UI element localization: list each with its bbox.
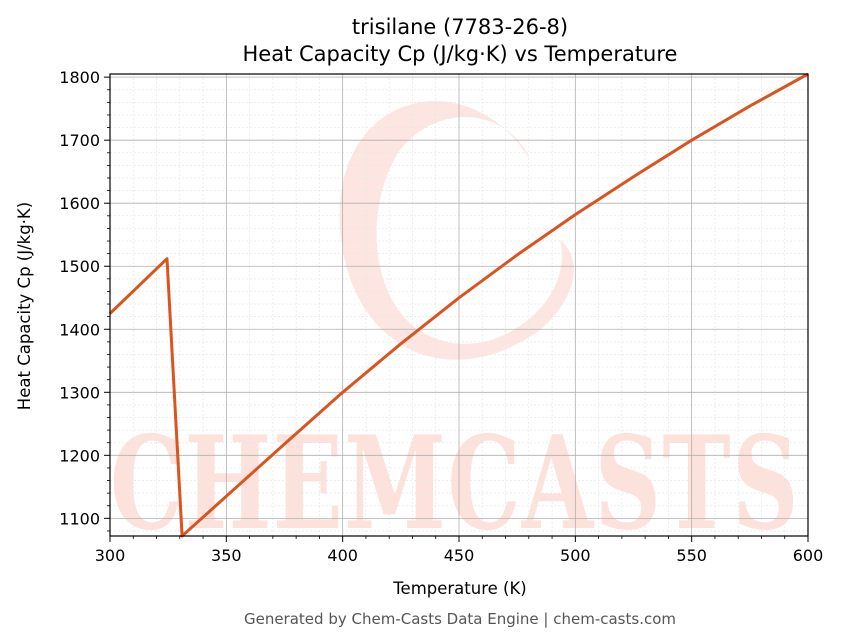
y-tick-label: 1600 [59, 194, 100, 213]
x-tick-label: 600 [793, 546, 824, 565]
y-axis-label: Heat Capacity Cp (J/kg·K) [15, 202, 34, 410]
x-axis-ticks: 300 350 400 450 500 550 600 [95, 536, 824, 565]
x-tick-label: 350 [211, 546, 242, 565]
footer-credit: Generated by Chem-Casts Data Engine | ch… [244, 610, 676, 628]
y-tick-label: 1800 [59, 68, 100, 87]
x-tick-label: 450 [444, 546, 475, 565]
x-tick-label: 500 [560, 546, 591, 565]
y-tick-label: 1400 [59, 320, 100, 339]
x-axis-label: Temperature (K) [392, 579, 526, 598]
watermark-text: CHEMCASTS [110, 409, 800, 559]
y-tick-label: 1200 [59, 446, 100, 465]
y-tick-label: 1100 [59, 509, 100, 528]
watermark: CHEMCASTS [110, 101, 800, 559]
x-tick-label: 300 [95, 546, 126, 565]
y-axis-ticks: 1100 1200 1300 1400 1500 1600 1700 1800 [59, 68, 110, 532]
x-tick-label: 400 [327, 546, 358, 565]
y-tick-label: 1300 [59, 383, 100, 402]
chart-subtitle: Heat Capacity Cp (J/kg·K) vs Temperature [243, 42, 678, 66]
y-tick-label: 1700 [59, 131, 100, 150]
series-line-cp [108, 72, 809, 538]
chart-title: trisilane (7783-26-8) [352, 15, 568, 39]
x-tick-label: 550 [676, 546, 707, 565]
y-tick-label: 1500 [59, 257, 100, 276]
